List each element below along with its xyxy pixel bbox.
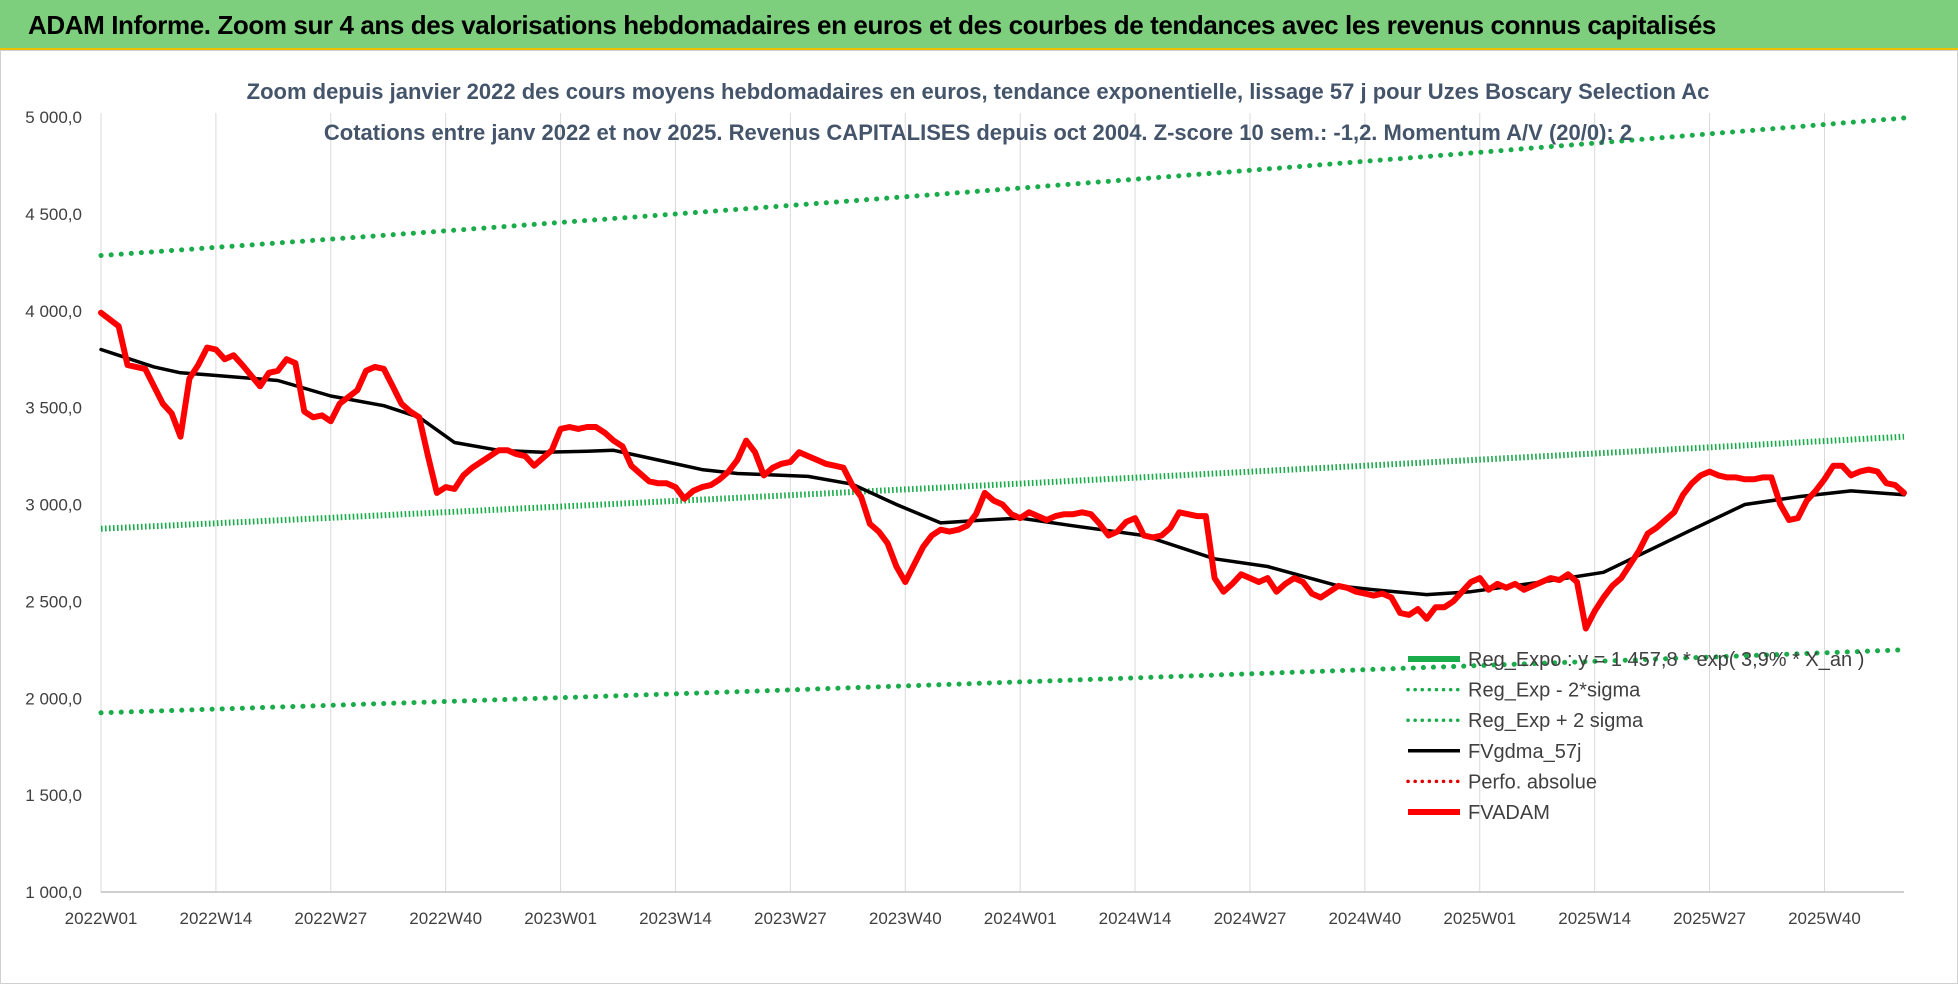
y-tick-label: 3 500,0 (25, 399, 82, 418)
x-tick-label: 2025W27 (1673, 909, 1746, 928)
legend-label: Reg_Expo : y = 1 457,8 * exp( 3,9% * X_a… (1468, 649, 1864, 671)
chart-subtitle: Zoom depuis janvier 2022 des cours moyen… (247, 79, 1710, 145)
y-axis-labels: 1 000,0 1 500,0 2 000,0 2 500,0 3 000,0 3 500… (25, 108, 82, 902)
y-tick-label: 1 000,0 (25, 883, 82, 902)
x-tick-label: 2025W01 (1443, 909, 1516, 928)
vertical-gridlines (100, 113, 1825, 892)
x-tick-label: 2022W01 (65, 909, 138, 928)
series-group (98, 115, 1907, 716)
subtitle-line-2: Cotations entre janv 2022 et nov 2025. R… (324, 120, 1632, 145)
x-tick-label: 2022W14 (180, 909, 253, 928)
series-line (98, 647, 1907, 716)
legend-label: Reg_Exp + 2 sigma (1468, 710, 1644, 732)
series-line (98, 309, 1907, 632)
legend-label: Perfo. absolue (1468, 771, 1597, 793)
legend-label: Reg_Exp - 2*sigma (1468, 680, 1641, 702)
legend-label: FVgdma_57j (1468, 741, 1581, 763)
x-tick-label: 2025W40 (1788, 909, 1861, 928)
x-tick-label: 2024W27 (1214, 909, 1287, 928)
x-tick-label: 2024W40 (1328, 909, 1401, 928)
banner-title: ADAM Informe. Zoom sur 4 ans des valoris… (28, 10, 1716, 40)
x-tick-label: 2024W01 (984, 909, 1057, 928)
header-banner: ADAM Informe. Zoom sur 4 ans des valoris… (0, 0, 1958, 50)
x-tick-label: 2023W40 (869, 909, 942, 928)
series-line (98, 115, 1907, 258)
chart-legend: Reg_Expo : y = 1 457,8 * exp( 3,9% * X_a… (1406, 649, 1864, 824)
x-axis-labels: 2022W01 2022W14 2022W27 2022W40 2023W01 2023W… (65, 909, 1861, 928)
x-tick-label: 2022W27 (294, 909, 367, 928)
y-tick-label: 4 500,0 (25, 205, 82, 224)
x-tick-label: 2023W01 (524, 909, 597, 928)
y-tick-label: 5 000,0 (25, 108, 82, 127)
y-tick-label: 4 000,0 (25, 302, 82, 321)
legend-label: FVADAM (1468, 802, 1550, 824)
y-tick-label: 1 500,0 (25, 786, 82, 805)
subtitle-line-1: Zoom depuis janvier 2022 des cours moyen… (247, 79, 1710, 104)
y-tick-label: 3 000,0 (25, 496, 82, 515)
x-tick-label: 2023W27 (754, 909, 827, 928)
x-tick-label: 2022W40 (409, 909, 482, 928)
y-tick-label: 2 500,0 (25, 592, 82, 611)
x-tick-label: 2023W14 (639, 909, 712, 928)
x-tick-label: 2025W14 (1558, 909, 1631, 928)
series-line (100, 433, 1905, 532)
x-tick-label: 2024W14 (1099, 909, 1172, 928)
y-tick-label: 2 000,0 (25, 689, 82, 708)
